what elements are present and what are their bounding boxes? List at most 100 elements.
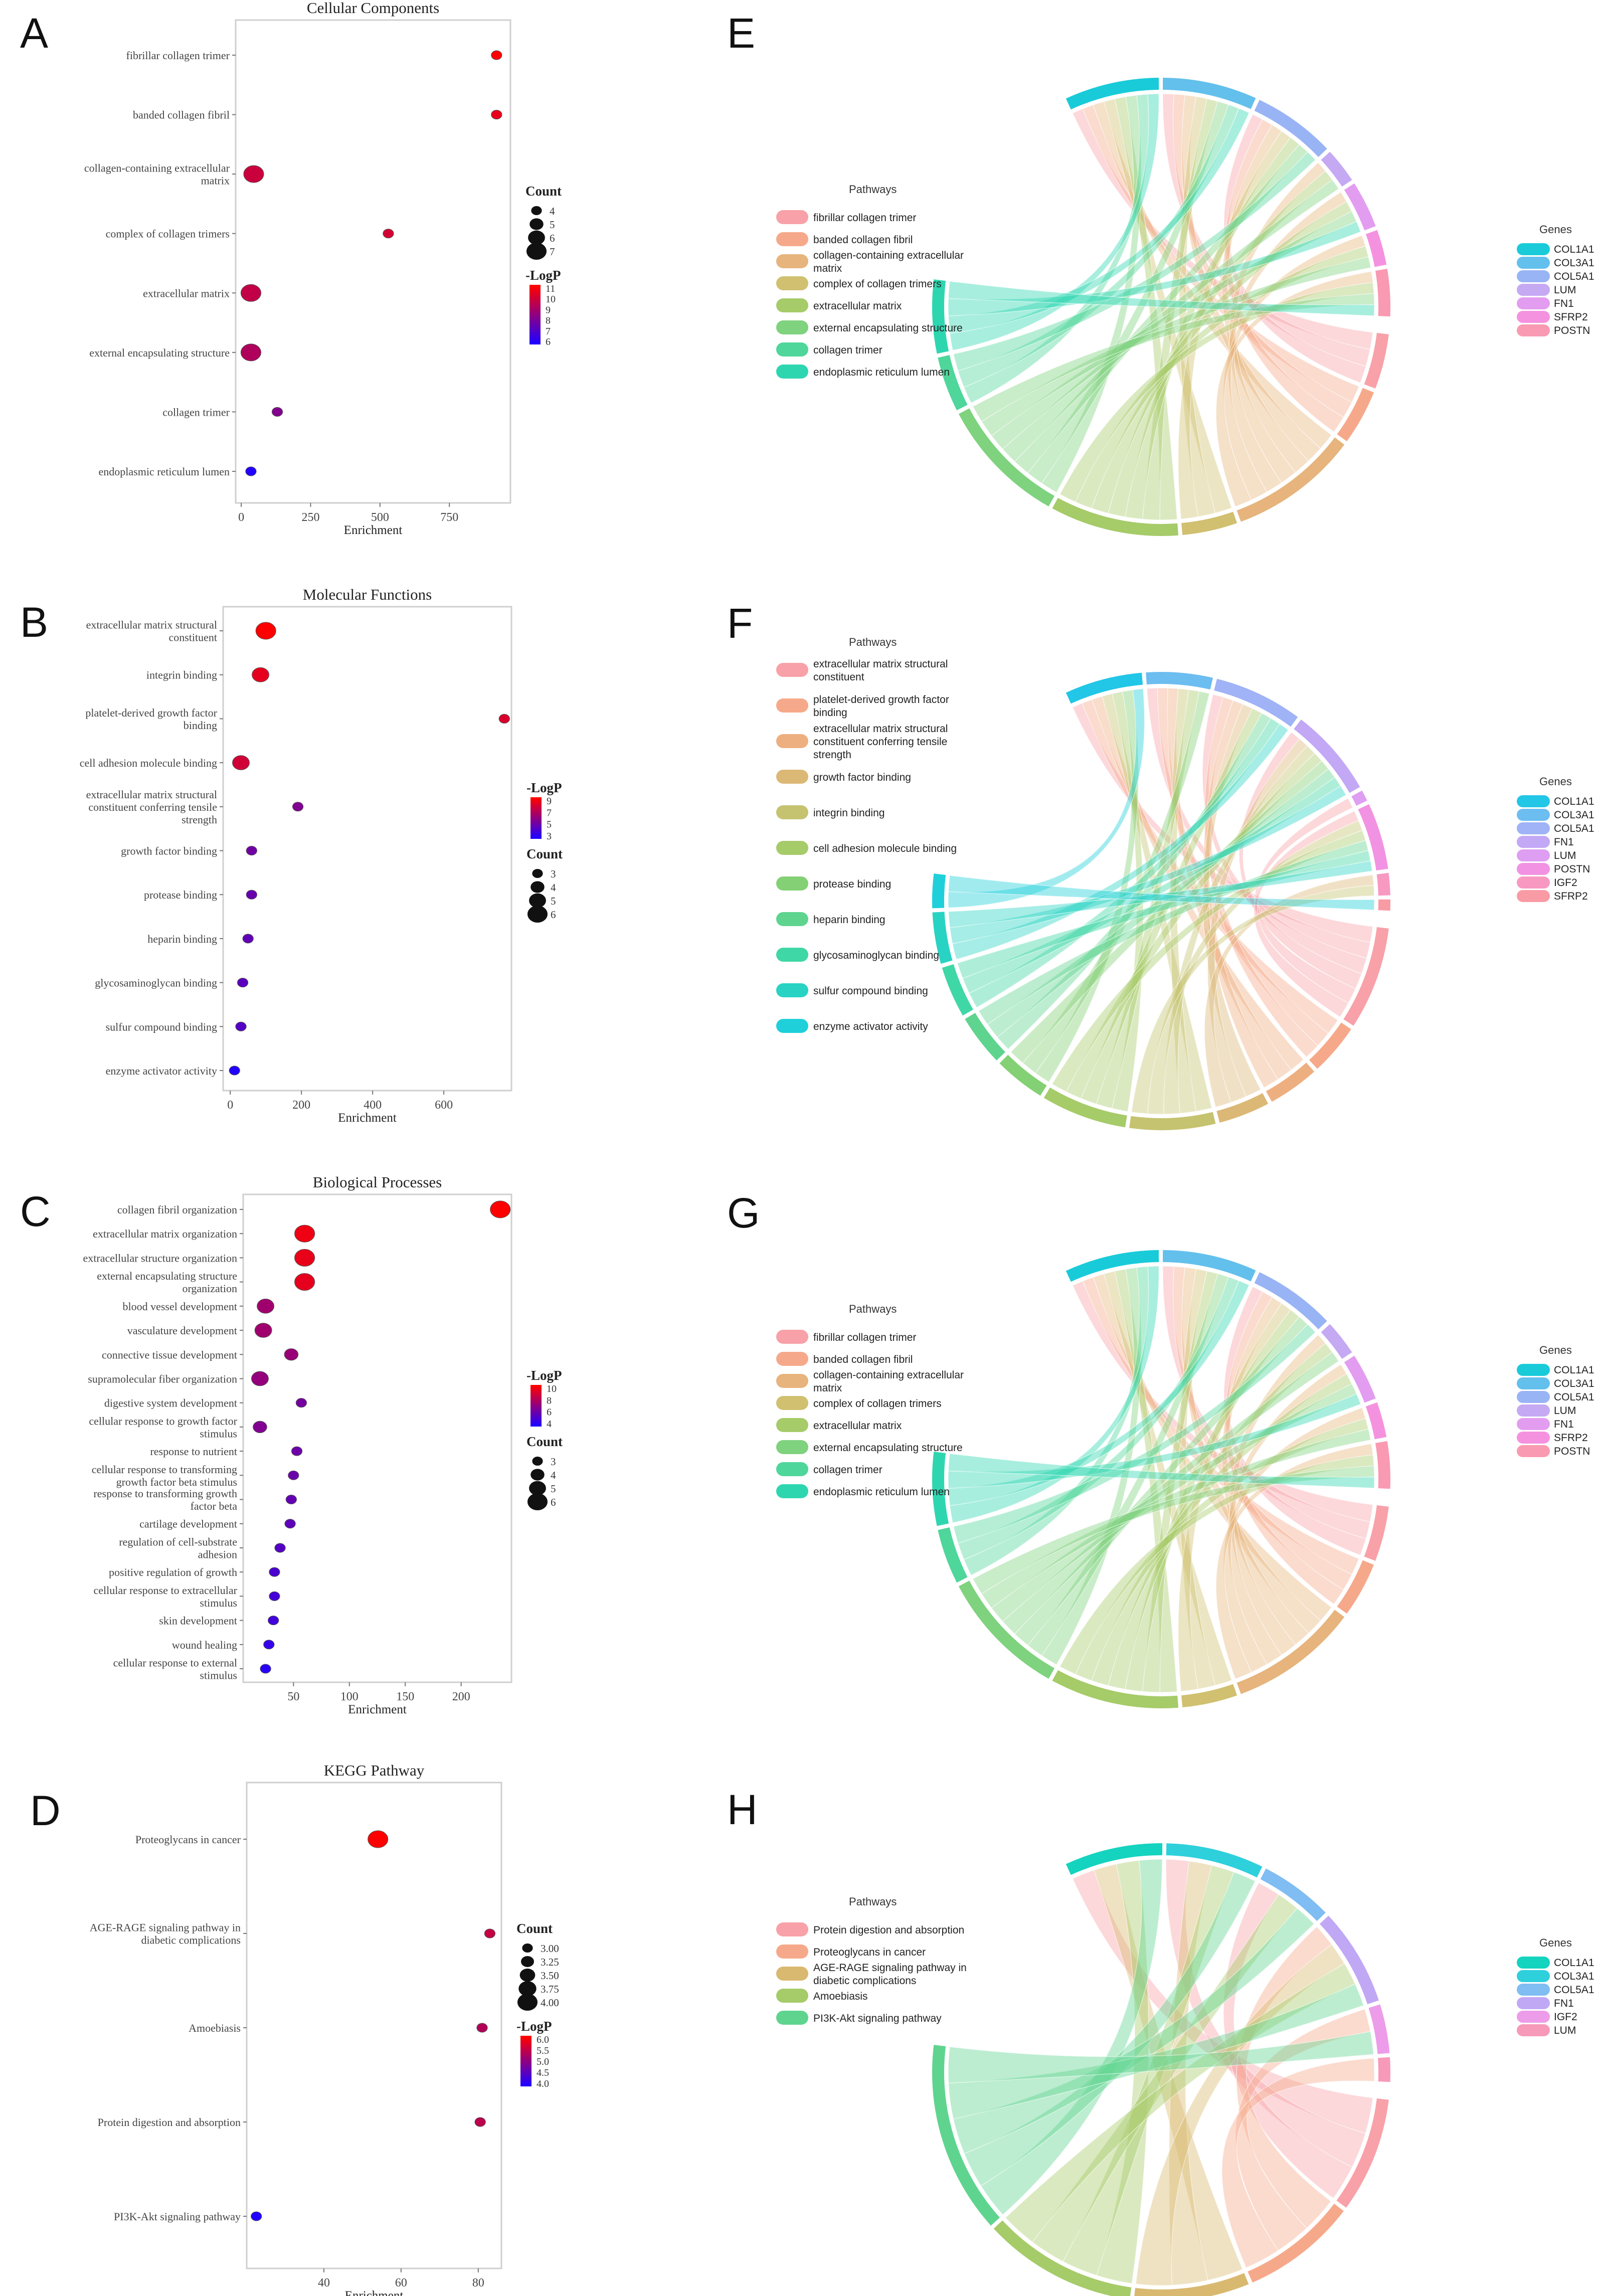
pathway-arc — [938, 1527, 968, 1583]
gene-legend-swatch — [1517, 876, 1550, 889]
chord-link — [968, 718, 1281, 1008]
chord-link — [1091, 1373, 1352, 1686]
logp-colorbar-band — [520, 2066, 531, 2069]
logp-colorbar-band — [530, 1397, 542, 1400]
category-label: stimulus — [200, 1669, 237, 1682]
chord-link — [1157, 687, 1329, 1046]
category-label: cartilage development — [139, 1518, 237, 1530]
gene-legend-label: COL5A1 — [1554, 1984, 1594, 1996]
category-label: organization — [182, 1282, 237, 1295]
chord-link — [963, 1266, 1149, 1576]
gene-legend-title: Genes — [1539, 1344, 1572, 1356]
count-legend-label: 6 — [551, 1496, 556, 1508]
category-label: sulfur compound binding — [106, 1020, 217, 1033]
chord-link — [1072, 702, 1373, 943]
gene-legend-swatch — [1517, 1445, 1550, 1457]
chord-link — [1221, 2057, 1375, 2268]
count-legend-label: 6 — [550, 232, 555, 244]
chord-diagram-g: Pathways fibrillar collagen trimer banded … — [776, 1250, 1594, 1708]
pathway-arc — [1364, 332, 1389, 389]
category-label: binding — [184, 719, 217, 732]
x-axis-label: Enrichment — [348, 1703, 407, 1716]
pathway-legend-title: Pathways — [849, 1303, 897, 1315]
logp-colorbar-band — [529, 326, 541, 330]
count-legend-label: 5 — [551, 1483, 556, 1495]
logp-legend-label: 5 — [547, 819, 552, 830]
gene-arc — [1260, 1868, 1326, 1921]
category-label: Proteoglycans in cancer — [135, 1833, 241, 1846]
category-label: banded collagen fibril — [133, 109, 230, 121]
pathway-arc — [993, 2220, 1132, 2296]
x-tick-label: 0 — [227, 1099, 233, 1112]
pathway-legend-swatch — [776, 663, 808, 677]
logp-legend-label: 4 — [547, 1419, 552, 1430]
gene-arc — [1321, 1324, 1352, 1359]
gene-arc — [1368, 2004, 1390, 2054]
pathway-legend-swatch — [776, 210, 808, 224]
pathway-legend-swatch — [776, 698, 808, 713]
pathway-arc — [932, 279, 949, 354]
logp-colorbar-band — [529, 332, 541, 336]
data-point — [246, 890, 257, 900]
chord-link — [978, 840, 1369, 1025]
pathway-legend-label: banded collagen fibril — [813, 1354, 913, 1365]
gene-arc — [1376, 872, 1390, 896]
gene-legend-label: COL1A1 — [1554, 796, 1594, 807]
count-legend-title: Count — [526, 846, 563, 861]
gene-legend-label: POSTN — [1554, 1446, 1590, 1457]
count-legend-title: Count — [516, 1921, 553, 1936]
pathway-legend-label: sulfur compound binding — [813, 985, 928, 997]
logp-colorbar-band — [530, 1403, 542, 1406]
count-legend-label: 4 — [550, 205, 555, 217]
chord-link — [1075, 245, 1369, 509]
panel-letter-f: F — [727, 600, 753, 647]
x-axis-label: Enrichment — [345, 2289, 404, 2296]
gene-legend-swatch — [1517, 1391, 1550, 1403]
gene-arc — [1066, 1250, 1159, 1282]
count-legend-dot — [532, 1457, 543, 1466]
gene-legend-label: LUM — [1554, 284, 1576, 296]
logp-colorbar-band — [529, 285, 541, 288]
category-label: constituent — [168, 631, 217, 644]
gene-legend-swatch — [1517, 2011, 1550, 2023]
gene-legend-title: Genes — [1539, 223, 1572, 236]
gene-arc — [1321, 151, 1352, 187]
gene-legend-label: FN1 — [1554, 836, 1574, 848]
data-point — [251, 1371, 269, 1386]
chord-link — [1082, 699, 1339, 1034]
gene-legend-swatch — [1517, 809, 1550, 821]
gene-legend-label: COL5A1 — [1554, 823, 1594, 834]
logp-colorbar-band — [529, 287, 541, 291]
data-point — [240, 284, 262, 302]
logp-colorbar-band — [530, 1411, 542, 1415]
category-label: endoplasmic reticulum lumen — [99, 465, 230, 478]
count-legend-dot — [527, 1493, 548, 1510]
chord-link — [1215, 1443, 1374, 1680]
gene-legend-label: COL5A1 — [1554, 271, 1594, 282]
pathway-legend-label: Protein digestion and absorption — [813, 1924, 964, 1936]
logp-colorbar-band — [520, 2036, 531, 2039]
gene-legend-label: IGF2 — [1554, 2011, 1577, 2023]
gene-legend-swatch — [1517, 311, 1550, 323]
logp-colorbar-band — [530, 836, 542, 839]
category-label: strength — [182, 813, 217, 826]
chord-link — [1066, 753, 1323, 1099]
gene-arc — [1344, 183, 1376, 231]
chord-link — [1224, 119, 1344, 433]
logp-colorbar-band — [529, 305, 541, 309]
chord-link — [1203, 699, 1279, 1089]
chord-link — [1096, 1860, 1149, 2284]
gene-legend-title: Genes — [1539, 775, 1572, 788]
chord-link — [1051, 830, 1366, 1093]
data-point — [474, 2117, 486, 2127]
gene-arc — [1146, 672, 1213, 690]
gene-arc — [1344, 1355, 1376, 1403]
logp-legend-label: 7 — [546, 326, 551, 337]
dotplot-d: KEGG Pathway 40 60 80 Enrichment Proteoglycan… — [90, 1761, 559, 2296]
chord-link — [1114, 1269, 1178, 1693]
pathway-legend-label: fibrillar collagen trimer — [813, 212, 916, 224]
gene-legend-label: LUM — [1554, 1405, 1576, 1417]
logp-colorbar-band — [529, 341, 541, 344]
gene-legend-swatch — [1517, 822, 1550, 834]
pathway-legend-label: collagen trimer — [813, 1464, 882, 1476]
